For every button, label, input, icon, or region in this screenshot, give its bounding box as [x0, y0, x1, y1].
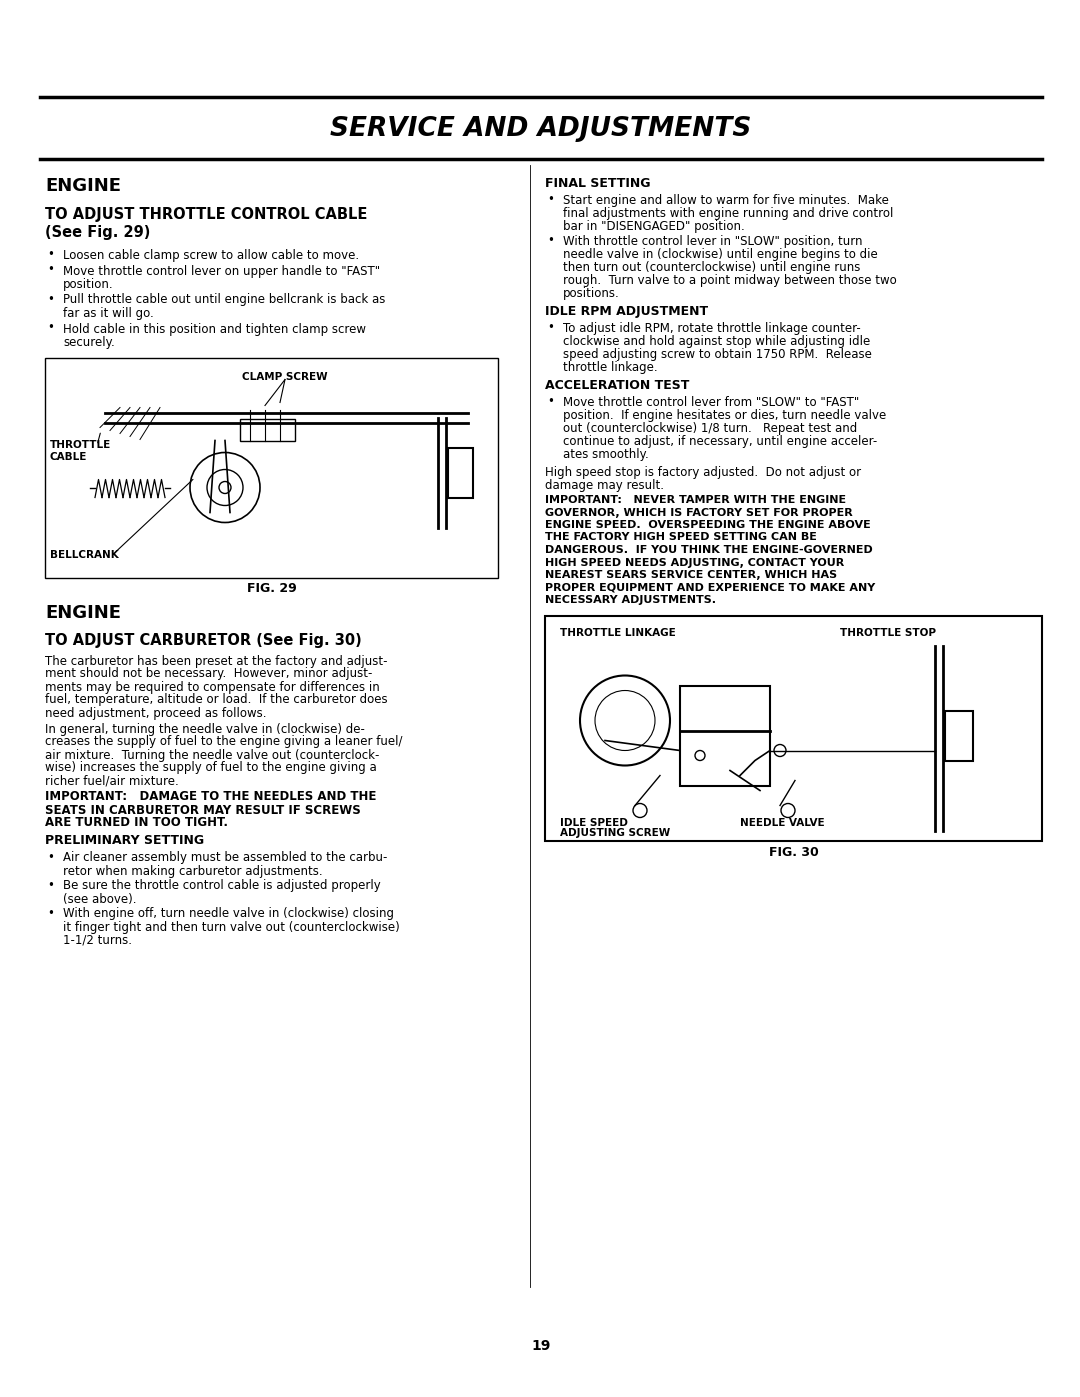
- Text: Pull throttle cable out until engine bellcrank is back as: Pull throttle cable out until engine bel…: [63, 293, 386, 306]
- Text: TO ADJUST THROTTLE CONTROL CABLE: TO ADJUST THROTTLE CONTROL CABLE: [45, 207, 367, 222]
- Text: CABLE: CABLE: [50, 451, 87, 461]
- Text: 1-1/2 turns.: 1-1/2 turns.: [63, 933, 132, 947]
- Text: NEEDLE VALVE: NEEDLE VALVE: [740, 819, 825, 828]
- Text: ARE TURNED IN TOO TIGHT.: ARE TURNED IN TOO TIGHT.: [45, 816, 228, 830]
- Text: then turn out (counterclockwise) until engine runs: then turn out (counterclockwise) until e…: [563, 261, 861, 274]
- Bar: [448, 447, 473, 497]
- Text: SERVICE AND ADJUSTMENTS: SERVICE AND ADJUSTMENTS: [330, 116, 752, 142]
- Text: out (counterclockwise) 1/8 turn.   Repeat test and: out (counterclockwise) 1/8 turn. Repeat …: [563, 422, 858, 434]
- Text: ENGINE: ENGINE: [45, 605, 121, 623]
- Text: IMPORTANT:   DAMAGE TO THE NEEDLES AND THE: IMPORTANT: DAMAGE TO THE NEEDLES AND THE: [45, 791, 376, 803]
- Text: BELLCRANK: BELLCRANK: [50, 549, 119, 560]
- Text: CLAMP SCREW: CLAMP SCREW: [242, 372, 328, 381]
- Text: The carburetor has been preset at the factory and adjust-: The carburetor has been preset at the fa…: [45, 655, 388, 668]
- Text: positions.: positions.: [563, 286, 620, 300]
- Text: Move throttle control lever on upper handle to "FAST": Move throttle control lever on upper han…: [63, 264, 380, 278]
- Text: ADJUSTING SCREW: ADJUSTING SCREW: [561, 828, 671, 838]
- Text: 19: 19: [531, 1338, 551, 1354]
- Text: To adjust idle RPM, rotate throttle linkage counter-: To adjust idle RPM, rotate throttle link…: [563, 321, 861, 335]
- Text: (see above).: (see above).: [63, 893, 136, 905]
- Text: FIG. 29: FIG. 29: [246, 583, 296, 595]
- Text: PRELIMINARY SETTING: PRELIMINARY SETTING: [45, 834, 204, 848]
- Text: TO ADJUST CARBURETOR (See Fig. 30): TO ADJUST CARBURETOR (See Fig. 30): [45, 633, 362, 647]
- Text: THROTTLE: THROTTLE: [50, 440, 111, 450]
- Text: IDLE RPM ADJUSTMENT: IDLE RPM ADJUSTMENT: [545, 305, 708, 319]
- Bar: [240, 419, 295, 440]
- Text: •: •: [48, 879, 54, 891]
- Text: •: •: [48, 292, 54, 306]
- FancyBboxPatch shape: [45, 358, 498, 577]
- Text: continue to adjust, if necessary, until engine acceler-: continue to adjust, if necessary, until …: [563, 434, 877, 448]
- Text: PROPER EQUIPMENT AND EXPERIENCE TO MAKE ANY: PROPER EQUIPMENT AND EXPERIENCE TO MAKE …: [545, 583, 875, 592]
- Text: THROTTLE LINKAGE: THROTTLE LINKAGE: [561, 627, 676, 637]
- Text: creases the supply of fuel to the engine giving a leaner fuel/: creases the supply of fuel to the engine…: [45, 735, 403, 749]
- Text: damage may result.: damage may result.: [545, 479, 664, 492]
- Text: FINAL SETTING: FINAL SETTING: [545, 177, 650, 190]
- Text: THROTTLE STOP: THROTTLE STOP: [840, 627, 936, 637]
- Text: ates smoothly.: ates smoothly.: [563, 448, 649, 461]
- Text: ments may be required to compensate for differences in: ments may be required to compensate for …: [45, 680, 380, 693]
- Text: Loosen cable clamp screw to allow cable to move.: Loosen cable clamp screw to allow cable …: [63, 249, 360, 263]
- Text: far as it will go.: far as it will go.: [63, 307, 153, 320]
- Bar: [680, 686, 770, 785]
- Text: IDLE SPEED: IDLE SPEED: [561, 819, 627, 828]
- Text: wise) increases the supply of fuel to the engine giving a: wise) increases the supply of fuel to th…: [45, 761, 377, 774]
- Text: •: •: [546, 321, 554, 334]
- Text: ENGINE: ENGINE: [45, 177, 121, 196]
- Text: Start engine and allow to warm for five minutes.  Make: Start engine and allow to warm for five …: [563, 194, 889, 207]
- FancyBboxPatch shape: [545, 616, 1042, 841]
- Text: In general, turning the needle valve in (clockwise) de-: In general, turning the needle valve in …: [45, 722, 365, 735]
- Text: DANGEROUS.  IF YOU THINK THE ENGINE-GOVERNED: DANGEROUS. IF YOU THINK THE ENGINE-GOVER…: [545, 545, 873, 555]
- Text: speed adjusting screw to obtain 1750 RPM.  Release: speed adjusting screw to obtain 1750 RPM…: [563, 348, 872, 360]
- Text: •: •: [546, 193, 554, 205]
- Text: Move throttle control lever from "SLOW" to "FAST": Move throttle control lever from "SLOW" …: [563, 395, 860, 409]
- Text: NECESSARY ADJUSTMENTS.: NECESSARY ADJUSTMENTS.: [545, 595, 716, 605]
- Text: ment should not be necessary.  However, minor adjust-: ment should not be necessary. However, m…: [45, 668, 373, 680]
- Text: richer fuel/air mixture.: richer fuel/air mixture.: [45, 774, 179, 788]
- Text: ACCELERATION TEST: ACCELERATION TEST: [545, 379, 689, 393]
- Text: rough.  Turn valve to a point midway between those two: rough. Turn valve to a point midway betw…: [563, 274, 896, 286]
- Text: With engine off, turn needle valve in (clockwise) closing: With engine off, turn needle valve in (c…: [63, 908, 394, 921]
- Text: Hold cable in this position and tighten clamp screw: Hold cable in this position and tighten …: [63, 323, 366, 335]
- Text: NEAREST SEARS SERVICE CENTER, WHICH HAS: NEAREST SEARS SERVICE CENTER, WHICH HAS: [545, 570, 837, 580]
- Text: throttle linkage.: throttle linkage.: [563, 360, 658, 374]
- Text: •: •: [48, 851, 54, 863]
- Text: Air cleaner assembly must be assembled to the carbu-: Air cleaner assembly must be assembled t…: [63, 852, 388, 865]
- Text: needle valve in (clockwise) until engine begins to die: needle valve in (clockwise) until engine…: [563, 249, 878, 261]
- Text: •: •: [48, 264, 54, 277]
- Text: IMPORTANT:   NEVER TAMPER WITH THE ENGINE: IMPORTANT: NEVER TAMPER WITH THE ENGINE: [545, 495, 846, 504]
- Text: final adjustments with engine running and drive control: final adjustments with engine running an…: [563, 207, 893, 219]
- Text: High speed stop is factory adjusted.  Do not adjust or: High speed stop is factory adjusted. Do …: [545, 467, 861, 479]
- Text: need adjustment, proceed as follows.: need adjustment, proceed as follows.: [45, 707, 267, 719]
- Text: •: •: [48, 249, 54, 261]
- Text: GOVERNOR, WHICH IS FACTORY SET FOR PROPER: GOVERNOR, WHICH IS FACTORY SET FOR PROPE…: [545, 507, 853, 517]
- Text: securely.: securely.: [63, 337, 114, 349]
- Text: position.: position.: [63, 278, 113, 291]
- Text: it finger tight and then turn valve out (counterclockwise): it finger tight and then turn valve out …: [63, 921, 400, 933]
- Text: •: •: [48, 321, 54, 334]
- Text: ENGINE SPEED.  OVERSPEEDING THE ENGINE ABOVE: ENGINE SPEED. OVERSPEEDING THE ENGINE AB…: [545, 520, 870, 529]
- Text: FIG. 30: FIG. 30: [769, 845, 819, 859]
- Text: clockwise and hold against stop while adjusting idle: clockwise and hold against stop while ad…: [563, 335, 870, 348]
- Text: •: •: [48, 907, 54, 919]
- Text: fuel, temperature, altitude or load.  If the carburetor does: fuel, temperature, altitude or load. If …: [45, 693, 388, 707]
- Text: •: •: [546, 235, 554, 247]
- Bar: [945, 711, 973, 760]
- Text: retor when making carburetor adjustments.: retor when making carburetor adjustments…: [63, 865, 323, 877]
- Text: SEATS IN CARBURETOR MAY RESULT IF SCREWS: SEATS IN CARBURETOR MAY RESULT IF SCREWS: [45, 803, 361, 816]
- Text: air mixture.  Turning the needle valve out (counterclock-: air mixture. Turning the needle valve ou…: [45, 749, 379, 761]
- Text: position.  If engine hesitates or dies, turn needle valve: position. If engine hesitates or dies, t…: [563, 409, 887, 422]
- Text: With throttle control lever in "SLOW" position, turn: With throttle control lever in "SLOW" po…: [563, 235, 863, 249]
- Text: THE FACTORY HIGH SPEED SETTING CAN BE: THE FACTORY HIGH SPEED SETTING CAN BE: [545, 532, 816, 542]
- Text: (See Fig. 29): (See Fig. 29): [45, 225, 150, 240]
- Text: •: •: [546, 395, 554, 408]
- Text: Be sure the throttle control cable is adjusted properly: Be sure the throttle control cable is ad…: [63, 880, 381, 893]
- Text: HIGH SPEED NEEDS ADJUSTING, CONTACT YOUR: HIGH SPEED NEEDS ADJUSTING, CONTACT YOUR: [545, 557, 845, 567]
- Text: bar in "DISENGAGED" position.: bar in "DISENGAGED" position.: [563, 219, 745, 233]
